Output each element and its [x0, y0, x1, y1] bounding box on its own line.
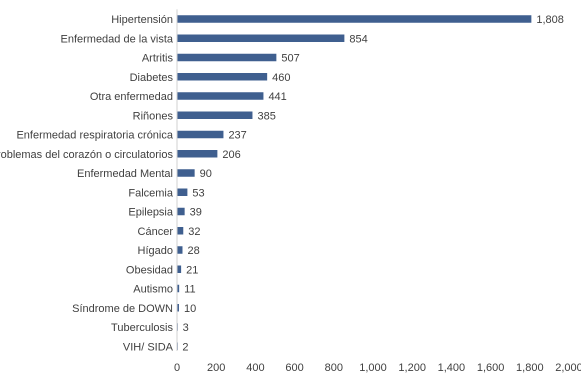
category-label: Enfermedad respiratoria crónica [16, 130, 173, 142]
x-tick-label: 1,000 [359, 362, 387, 374]
value-label: 32 [188, 226, 200, 238]
category-label: Enfermedad de la vista [60, 33, 173, 45]
value-label: 90 [200, 168, 212, 180]
x-tick-label: 400 [246, 362, 264, 374]
category-label: Hipertensión [111, 14, 173, 26]
bar [177, 227, 184, 235]
category-label: Artritis [142, 53, 174, 65]
bar [177, 92, 264, 100]
x-tick-label: 0 [174, 362, 180, 374]
bar [177, 207, 185, 216]
value-labels: 1,80885450746044138523720690533932282111… [182, 14, 564, 353]
category-label: Otra enfermedad [90, 91, 173, 103]
bar [177, 34, 345, 42]
bar [177, 188, 188, 196]
bar [177, 111, 253, 119]
bar [177, 73, 268, 81]
value-label: 385 [257, 110, 275, 122]
category-label: Obesidad [126, 264, 173, 276]
value-label: 854 [349, 33, 367, 45]
category-label: Enfermedad Mental [77, 168, 173, 180]
bar [177, 265, 182, 273]
x-tick-label: 2,000 [555, 362, 581, 374]
value-label: 507 [281, 53, 299, 65]
x-tick-label: 800 [325, 362, 343, 374]
category-label: Riñones [133, 110, 174, 122]
value-label: 53 [192, 187, 204, 199]
category-label: Diabetes [130, 72, 174, 84]
bar [177, 130, 224, 139]
value-label: 1,808 [536, 14, 564, 26]
x-tick-label: 1,400 [438, 362, 466, 374]
value-label: 28 [187, 245, 199, 257]
category-label: Tuberculosis [111, 322, 173, 334]
category-label: Falcemia [128, 187, 174, 199]
value-label: 11 [184, 284, 195, 296]
value-label: 10 [184, 303, 196, 315]
value-label: 21 [186, 264, 198, 276]
bar [177, 150, 218, 158]
bar [177, 246, 183, 254]
value-label: 441 [268, 91, 286, 103]
category-label: Autismo [133, 284, 173, 296]
bar [177, 53, 277, 62]
x-tick-label: 1,800 [516, 362, 544, 374]
category-label: Problemas del corazón o circulatorios [0, 149, 173, 161]
x-tick-label: 1,200 [398, 362, 426, 374]
x-tick-label: 200 [207, 362, 225, 374]
value-label: 2 [182, 341, 188, 353]
x-axis: 0 200 400 600 800 1,000 1,200 1,400 1,600 1,800 2,… [174, 9, 581, 374]
bars-layer [177, 15, 532, 350]
bar [177, 304, 179, 312]
value-label: 237 [228, 130, 246, 142]
value-label: 206 [222, 149, 240, 161]
bar [177, 15, 532, 23]
category-label: VIH/ SIDA [123, 341, 174, 353]
x-tick-label: 600 [285, 362, 303, 374]
bar [177, 284, 180, 293]
bar [177, 169, 195, 177]
category-label: Cáncer [138, 226, 174, 238]
category-label: Epilepsia [128, 207, 174, 219]
value-label: 3 [183, 322, 189, 334]
category-label: Síndrome de DOWN [72, 303, 173, 315]
category-labels: Hipertensión Enfermedad de la vista Artrit… [0, 14, 174, 353]
value-label: 460 [272, 72, 290, 84]
x-tick-label: 1,600 [477, 362, 505, 374]
value-label: 39 [190, 207, 202, 219]
category-label: Hígado [138, 245, 173, 257]
